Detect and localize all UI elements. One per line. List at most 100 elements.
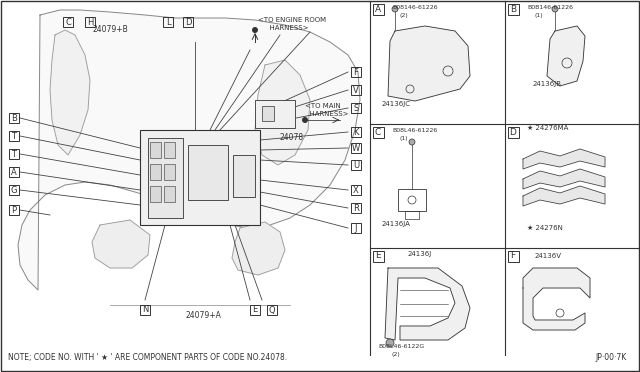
Text: (2): (2) [400, 13, 409, 18]
Text: HARNESS>: HARNESS> [305, 111, 349, 117]
Text: C: C [375, 128, 381, 137]
Circle shape [392, 6, 398, 12]
Bar [262, 106, 274, 121]
Bar [373, 127, 384, 138]
Bar [233, 155, 255, 197]
Polygon shape [523, 268, 590, 330]
Bar [508, 251, 519, 262]
Text: 24079+B: 24079+B [92, 25, 128, 34]
Text: W: W [352, 144, 360, 153]
Bar [164, 164, 175, 180]
Bar [250, 305, 260, 315]
Bar [405, 211, 419, 219]
Text: B08L46-6122G: B08L46-6122G [378, 344, 424, 349]
Bar [150, 142, 161, 158]
Bar [150, 164, 161, 180]
Circle shape [302, 117, 308, 123]
Bar [508, 4, 519, 15]
Polygon shape [50, 30, 90, 155]
Text: 24136JB: 24136JB [533, 81, 562, 87]
Text: (1): (1) [535, 13, 543, 18]
Polygon shape [523, 186, 605, 206]
Text: P: P [12, 205, 17, 215]
Text: V: V [353, 86, 359, 94]
Text: 24079+A: 24079+A [185, 311, 221, 320]
Text: B08L46-61226: B08L46-61226 [392, 128, 437, 133]
Text: A: A [375, 4, 381, 13]
Text: 24136V: 24136V [535, 253, 562, 259]
Text: JP·00·7K: JP·00·7K [595, 353, 627, 362]
Text: H: H [87, 17, 93, 26]
Polygon shape [523, 169, 605, 189]
Text: U: U [353, 160, 359, 170]
Bar [183, 17, 193, 27]
Bar [508, 127, 519, 138]
Text: (2): (2) [392, 352, 401, 357]
Bar [85, 17, 95, 27]
Text: L: L [166, 17, 170, 26]
Bar [63, 17, 73, 27]
Bar [164, 142, 175, 158]
Text: <TO MAIN: <TO MAIN [305, 103, 340, 109]
Bar [351, 127, 361, 137]
Bar [398, 189, 426, 211]
Text: R: R [353, 203, 359, 212]
Bar [9, 167, 19, 177]
Bar [140, 305, 150, 315]
Text: C: C [65, 17, 71, 26]
Bar [351, 103, 361, 113]
Bar [9, 149, 19, 159]
Text: A: A [11, 167, 17, 176]
Text: B0B146-61226: B0B146-61226 [527, 5, 573, 10]
Bar [9, 205, 19, 215]
Text: 24136JA: 24136JA [382, 221, 411, 227]
Circle shape [252, 27, 258, 33]
Text: F: F [353, 67, 358, 77]
Bar [351, 223, 361, 233]
Bar [164, 186, 175, 202]
Bar [9, 131, 19, 141]
Circle shape [552, 6, 558, 12]
Bar [351, 85, 361, 95]
Bar [163, 17, 173, 27]
Text: E: E [252, 305, 258, 314]
Bar [267, 305, 277, 315]
Text: NOTE; CODE NO. WITH ' ★ ' ARE COMPONENT PARTS OF CODE NO.24078.: NOTE; CODE NO. WITH ' ★ ' ARE COMPONENT … [8, 353, 287, 362]
Text: 24078: 24078 [280, 133, 304, 142]
Bar [140, 130, 260, 225]
Text: T: T [12, 150, 17, 158]
Text: ★ 24276N: ★ 24276N [527, 225, 563, 231]
Bar [255, 100, 295, 128]
Text: <TO ENGINE ROOM: <TO ENGINE ROOM [258, 17, 326, 23]
Text: N: N [142, 305, 148, 314]
Circle shape [409, 139, 415, 145]
Text: D: D [509, 128, 516, 137]
Bar [9, 113, 19, 123]
Text: G: G [11, 186, 17, 195]
Polygon shape [255, 60, 310, 165]
Bar [351, 143, 361, 153]
Bar [373, 251, 384, 262]
Text: ★ 24276MA: ★ 24276MA [527, 125, 568, 131]
Polygon shape [523, 149, 605, 169]
Text: X: X [353, 186, 359, 195]
Text: D: D [185, 17, 191, 26]
Text: E: E [375, 251, 381, 260]
Polygon shape [388, 26, 470, 101]
Bar [148, 138, 183, 218]
Bar [188, 145, 228, 200]
Text: B08146-61226: B08146-61226 [392, 5, 438, 10]
Polygon shape [92, 220, 150, 268]
Text: K: K [353, 128, 359, 137]
Polygon shape [385, 268, 470, 340]
Text: Q: Q [269, 305, 275, 314]
Bar [150, 186, 161, 202]
Polygon shape [232, 222, 285, 275]
Text: HARNESS>: HARNESS> [265, 25, 308, 31]
Text: S: S [353, 103, 358, 112]
Text: B: B [11, 113, 17, 122]
Text: J: J [355, 224, 357, 232]
Text: 24136JC: 24136JC [382, 101, 411, 107]
Text: B: B [510, 4, 516, 13]
Bar [351, 160, 361, 170]
